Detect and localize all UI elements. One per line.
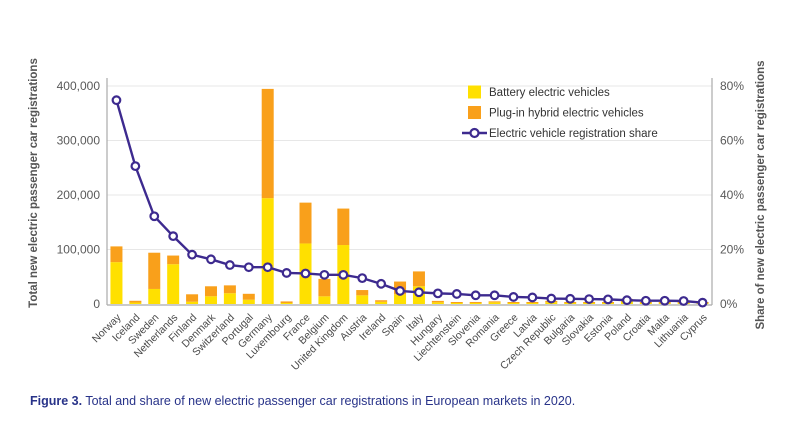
bar-phev-iceland <box>129 300 142 303</box>
share-marker-portugal <box>243 262 254 273</box>
bar-phev-france <box>299 202 312 244</box>
bar-phev-luxembourg <box>280 301 293 303</box>
share-marker-croatia <box>640 295 651 306</box>
share-marker-czech-republic <box>546 293 557 304</box>
bar-bev-sweden <box>148 288 161 304</box>
share-marker-luxembourg <box>281 268 292 278</box>
share-marker-netherlands <box>168 231 179 242</box>
legend-swatch-battery-electric-vehicles <box>468 85 481 99</box>
bar-phev-united-kingdom <box>337 208 350 246</box>
left-axis-tick: 300,000 <box>57 134 101 148</box>
bar-phev-ireland <box>375 300 388 302</box>
bar-phev-finland <box>186 294 199 302</box>
share-marker-united-kingdom <box>338 269 349 280</box>
share-marker-hungary <box>432 288 443 299</box>
bar-phev-liechtenstein <box>450 302 463 303</box>
bar-phev-belgium <box>318 278 331 297</box>
bar-bev-austria <box>356 295 369 304</box>
share-marker-finland <box>187 249 197 260</box>
bar-bev-germany <box>261 198 274 304</box>
share-marker-greece <box>508 292 519 302</box>
right-axis-title: Share of new electric passenger car regi… <box>755 60 767 329</box>
bar-bev-finland <box>186 301 199 304</box>
right-axis-tick: 60% <box>720 134 744 148</box>
bar-bev-romania <box>488 302 501 304</box>
share-marker-bulgaria <box>565 293 576 304</box>
right-axis-tick: 80% <box>720 79 744 93</box>
bar-bev-belgium <box>318 296 331 304</box>
left-axis-tick: 0 <box>93 297 100 311</box>
share-marker-germany <box>262 262 273 273</box>
legend-label-electric-vehicle-registration-share: Electric vehicle registration share <box>489 128 658 140</box>
share-marker-malta <box>659 295 670 306</box>
bar-phev-italy <box>412 271 425 287</box>
bar-phev-austria <box>356 290 369 296</box>
bar-phev-norway <box>110 246 123 263</box>
bar-bev-ireland <box>375 301 388 304</box>
bar-bev-slovenia <box>469 302 482 304</box>
share-marker-denmark <box>206 254 216 265</box>
bar-phev-latvia <box>526 302 539 303</box>
left-axis-tick: 100,000 <box>57 243 101 257</box>
bar-phev-portugal <box>242 293 255 300</box>
bar-phev-sweden <box>148 252 161 289</box>
bar-phev-germany <box>261 88 274 199</box>
left-axis-tick: 200,000 <box>57 188 101 202</box>
share-marker-slovakia <box>584 294 595 304</box>
share-marker-belgium <box>319 269 330 280</box>
bar-bev-spain <box>394 294 407 304</box>
figure-caption-text: Total and share of new electric passenge… <box>82 394 576 408</box>
share-marker-norway <box>111 95 122 106</box>
bar-bev-norway <box>110 262 123 304</box>
bar-bev-liechtenstein <box>450 303 463 304</box>
bar-phev-hungary <box>431 300 444 303</box>
bar-bev-latvia <box>526 303 539 304</box>
share-marker-switzerland <box>224 260 235 270</box>
share-marker-poland <box>622 295 632 306</box>
share-marker-austria <box>357 273 368 284</box>
bar-bev-portugal <box>242 299 255 304</box>
right-axis-tick: 0% <box>720 297 738 311</box>
ev-registrations-chart: 0 100,000 200,000 300,000 400,000 0% 20% 40% 60%… <box>28 58 767 373</box>
bar-bev-luxembourg <box>280 303 293 304</box>
bar-bev-hungary <box>431 302 444 304</box>
share-marker-estonia <box>603 294 613 305</box>
legend-label-battery-electric-vehicles: Battery electric vehicles <box>489 87 610 99</box>
bar-phev-switzerland <box>223 285 236 294</box>
bar-phev-greece <box>507 302 520 303</box>
bar-phev-denmark <box>204 286 217 297</box>
bar-bev-netherlands <box>167 264 180 304</box>
bar-bev-switzerland <box>223 293 236 304</box>
legend-label-plug-in-hybrid-electric-vehicles: Plug-in hybrid electric vehicles <box>489 108 644 120</box>
share-marker-slovenia <box>470 290 481 301</box>
share-marker-romania <box>489 290 500 301</box>
legend-swatch-plug-in-hybrid-electric-vehicles <box>468 106 481 119</box>
figure-caption-label: Figure 3. <box>30 394 83 408</box>
right-axis-tick: 40% <box>720 188 744 202</box>
right-axis-tick: 20% <box>720 243 744 257</box>
figure-caption: Figure 3. Total and share of new electri… <box>30 394 575 408</box>
share-marker-iceland <box>130 161 141 172</box>
bar-bev-iceland <box>129 302 142 304</box>
bar-phev-netherlands <box>167 255 180 265</box>
bar-phev-slovenia <box>469 301 482 303</box>
bar-bev-greece <box>507 303 520 304</box>
legend-marker-electric-vehicle-registration-share <box>469 127 480 139</box>
share-marker-sweden <box>149 211 160 222</box>
share-marker-latvia <box>527 292 538 303</box>
left-axis-tick: 400,000 <box>57 79 101 93</box>
bar-bev-denmark <box>204 296 217 304</box>
share-marker-cyprus <box>697 297 708 308</box>
share-marker-liechtenstein <box>451 289 462 299</box>
bar-phev-romania <box>488 301 501 303</box>
share-marker-spain <box>395 286 405 296</box>
left-axis-title: Total new electric passenger car registr… <box>28 58 40 308</box>
share-marker-italy <box>414 287 424 298</box>
share-marker-ireland <box>376 278 387 289</box>
share-marker-lithuania <box>678 296 689 306</box>
share-marker-france <box>300 268 311 279</box>
